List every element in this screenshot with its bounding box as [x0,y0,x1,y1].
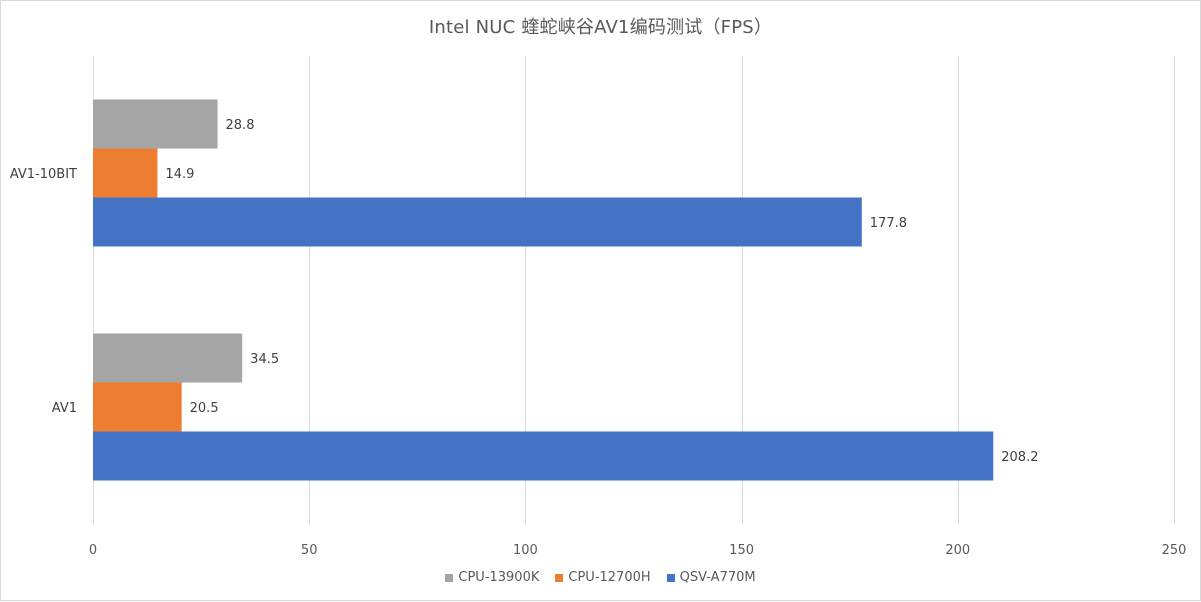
x-tick-label: 250 [1162,543,1187,558]
x-tick-label: 100 [513,543,538,558]
legend-item: CPU-12700H [555,570,651,585]
data-label: 177.8 [870,216,907,231]
x-tick-label: 0 [89,543,97,558]
x-tick-label: 200 [945,543,970,558]
bar-cpu-13900k [93,99,218,149]
bar-cpu-13900k [93,333,243,383]
legend-swatch [445,573,454,582]
legend-label: CPU-13900K [458,570,540,585]
data-label: 34.5 [250,352,279,367]
data-label: 20.5 [190,401,219,416]
category-label: AV1 [52,401,77,416]
data-label: 208.2 [1001,450,1038,465]
legend: CPU-13900K CPU-12700H QSV-A770M [1,570,1200,585]
legend-item: QSV-A770M [666,570,756,585]
data-label: 28.8 [226,118,255,133]
x-tick-label: 150 [729,543,754,558]
legend-swatch [555,573,564,582]
legend-swatch [666,573,675,582]
x-tick-label: 50 [301,543,318,558]
bar-qsv-a770m [93,197,862,247]
legend-item: CPU-13900K [445,570,539,585]
category-label: AV1-10BIT [10,167,77,182]
data-label: 14.9 [165,167,194,182]
legend-label: QSV-A770M [679,570,756,585]
legend-label: CPU-12700H [568,570,651,585]
chart-title: Intel NUC 蝰蛇峡谷AV1编码测试（FPS） [428,17,773,38]
bar-cpu-12700h [93,148,158,198]
bar-cpu-12700h [93,382,182,432]
bar-qsv-a770m [93,431,994,481]
